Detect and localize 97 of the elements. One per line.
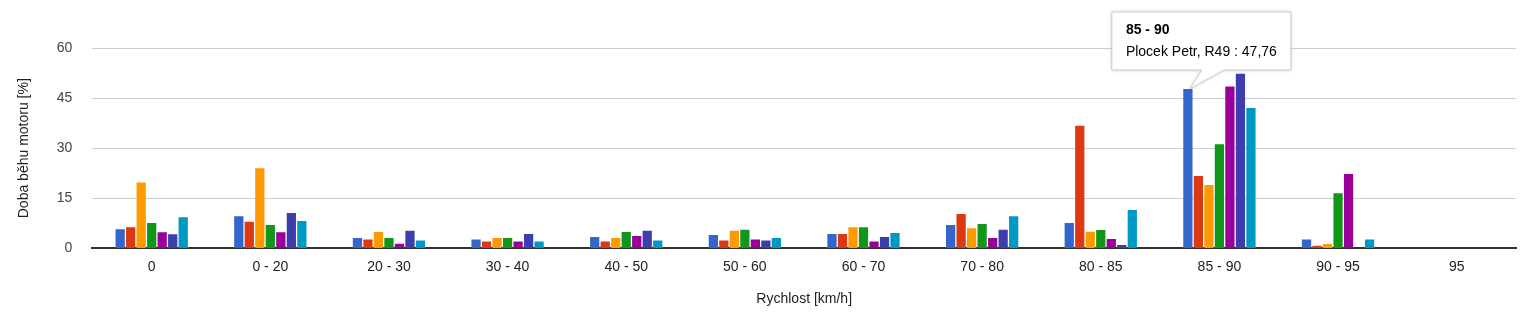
bar (297, 221, 307, 248)
x-tick-label: 0 - 20 (252, 257, 289, 274)
bar (373, 232, 384, 248)
x-tick-label: 85 - 90 (1197, 257, 1242, 274)
y-tick-label: 60 (56, 38, 73, 55)
bar (977, 224, 987, 248)
bar (384, 238, 394, 248)
bar (1246, 108, 1256, 248)
x-tick-label: 95 (1448, 257, 1465, 274)
bar (1333, 193, 1343, 248)
bar (136, 182, 146, 248)
bar (481, 241, 492, 248)
text: 85 - 90 (1125, 20, 1170, 37)
bar (523, 234, 534, 248)
bar (502, 238, 513, 248)
bar (1225, 86, 1235, 248)
bar (988, 238, 998, 248)
y-axis-title: Doba běhu motoru [%] (15, 78, 32, 219)
bar (1193, 175, 1204, 248)
bar (600, 241, 610, 248)
bar (890, 233, 900, 248)
bar (827, 234, 837, 248)
bar (1214, 144, 1225, 248)
bar (1117, 245, 1127, 248)
bar (869, 241, 879, 248)
x-tick-label: 70 - 80 (960, 257, 1005, 274)
bar (1183, 88, 1193, 248)
bar (255, 168, 265, 248)
bar (771, 238, 782, 248)
x-tick-label: 90 - 95 (1316, 257, 1361, 274)
bar (1127, 209, 1137, 248)
bar (1085, 231, 1095, 248)
annotation: Plocek Petr, R49 : 47,76 (1125, 42, 1278, 59)
bar (534, 241, 544, 248)
bar (471, 239, 481, 248)
bar (632, 236, 642, 248)
bar (286, 213, 296, 248)
bar (513, 241, 523, 248)
bar (405, 230, 415, 248)
bar (1009, 216, 1019, 248)
bar (1204, 184, 1214, 248)
bar (126, 227, 136, 248)
bar (621, 232, 631, 248)
bar (1312, 245, 1322, 248)
bar (1364, 239, 1375, 248)
bar (265, 225, 275, 248)
bar (147, 223, 157, 248)
x-axis-title: Rychlost [km/h] (756, 290, 853, 307)
x-tick-label: 0 (147, 257, 156, 274)
bar (956, 214, 966, 248)
bar (945, 225, 956, 248)
bar (415, 240, 426, 248)
x-tick-label: 80 - 85 (1078, 257, 1123, 274)
x-tick-label: 50 - 60 (723, 257, 767, 274)
bar (879, 237, 890, 248)
bar (708, 235, 718, 248)
x-tick-label: 60 - 70 (841, 257, 886, 274)
bar (719, 240, 729, 248)
bar (1106, 239, 1116, 248)
y-tick-label: 45 (56, 88, 73, 105)
bar (276, 232, 286, 248)
y-tick-label: 15 (56, 189, 73, 206)
bar (653, 240, 663, 248)
y-tick-label: 0 (64, 239, 73, 256)
bar (1343, 173, 1354, 248)
bar (1235, 73, 1246, 248)
bar (729, 230, 739, 248)
x-tick-label: 40 - 50 (604, 257, 649, 274)
x-tick-label: 30 - 40 (485, 257, 530, 274)
bar (363, 239, 373, 248)
bar (1075, 125, 1085, 248)
bar (168, 234, 178, 248)
y-tick-label: 30 (56, 139, 73, 156)
bar (740, 229, 750, 248)
bar (1301, 239, 1312, 248)
bar (750, 239, 760, 248)
bar (642, 230, 652, 248)
bar (1322, 244, 1333, 248)
bar (1064, 223, 1074, 248)
bar (858, 227, 869, 248)
bar (837, 234, 848, 248)
bar (967, 228, 977, 248)
x-tick-label: 20 - 30 (367, 257, 411, 274)
bar (352, 238, 363, 248)
bar (178, 217, 188, 248)
bar (1096, 230, 1106, 248)
bar (848, 227, 858, 248)
bar (998, 229, 1008, 248)
bar (234, 216, 244, 248)
bar (115, 229, 125, 248)
bar (394, 243, 405, 248)
bar (157, 232, 167, 248)
bar (244, 221, 254, 248)
bar (761, 240, 771, 248)
bar (590, 237, 600, 248)
bar (611, 238, 621, 248)
bar (492, 238, 502, 248)
